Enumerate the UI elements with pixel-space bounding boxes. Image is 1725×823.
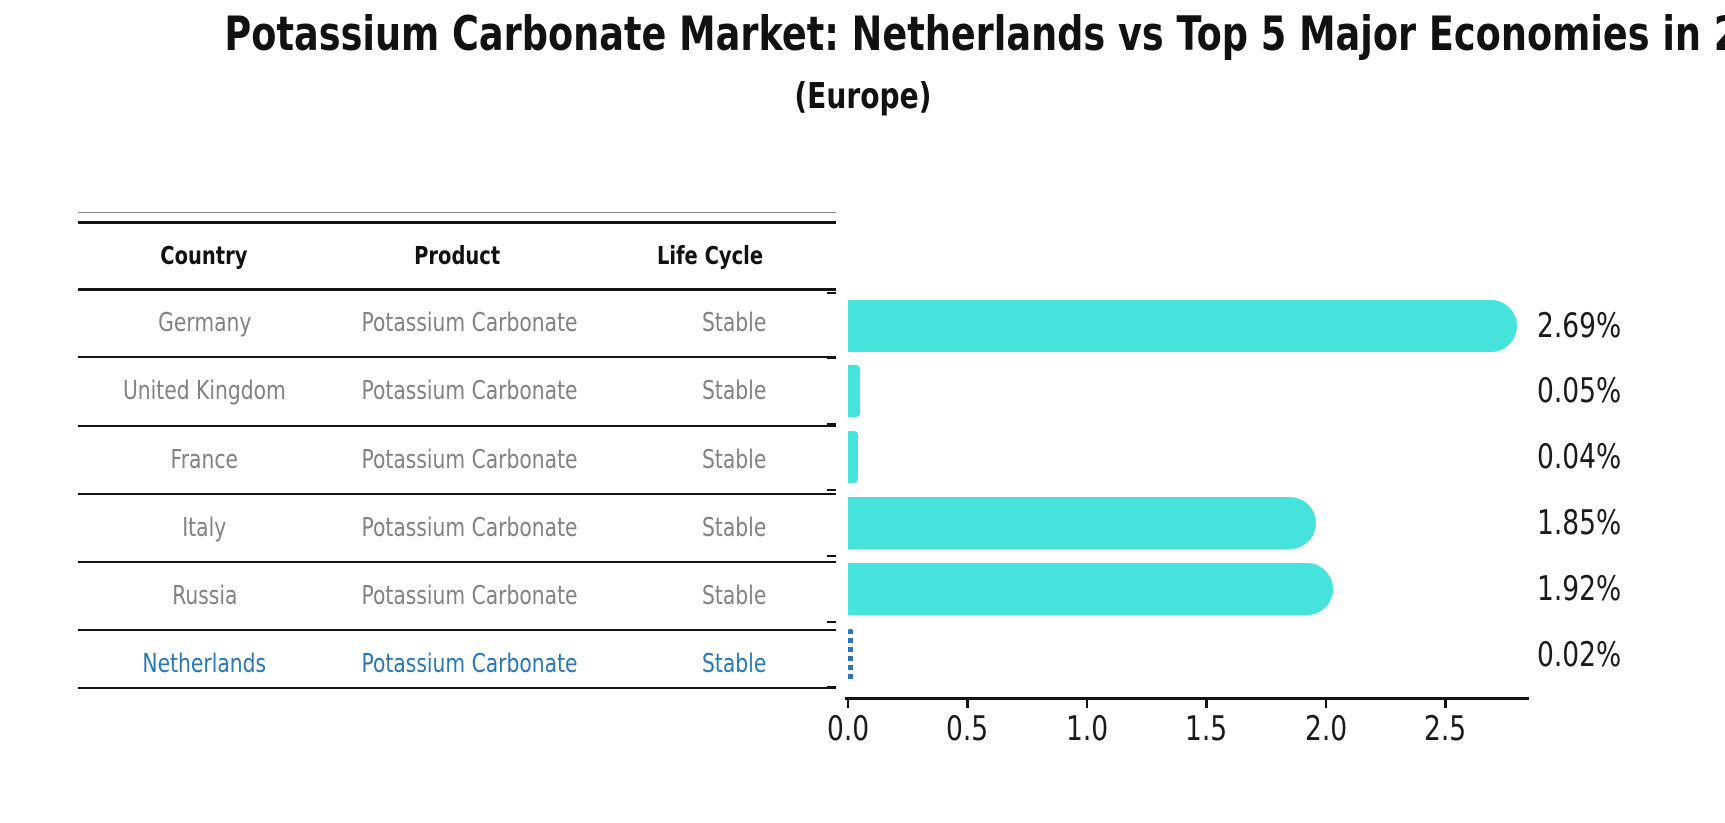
- table-row-italy: Italy Potassium Carbonate Stable: [78, 492, 836, 561]
- cell-country: United Kingdom: [122, 376, 286, 407]
- x-axis-tick-label: 0.5: [946, 709, 989, 749]
- cell-life-cycle: Stable: [701, 649, 767, 680]
- table-header-separator: [78, 288, 836, 291]
- x-axis-tick: [1324, 699, 1328, 708]
- cell-product: Potassium Carbonate: [361, 581, 578, 612]
- x-axis-tick-label: 0.0: [826, 709, 870, 749]
- cell-country: Russia: [171, 581, 237, 612]
- column-header-country: Country: [160, 240, 248, 270]
- cell-product: Potassium Carbonate: [361, 649, 578, 680]
- cell-country: France: [170, 444, 239, 475]
- y-axis-tick: [827, 357, 836, 360]
- table-body: Germany Potassium Carbonate Stable Unite…: [78, 290, 836, 698]
- value-label-netherlands: 0.02%: [1537, 634, 1622, 675]
- value-label-italy: 1.85%: [1537, 502, 1622, 543]
- y-axis-tick: [827, 620, 836, 623]
- value-label-france: 0.04%: [1537, 437, 1622, 478]
- cell-product: Potassium Carbonate: [361, 376, 578, 407]
- chart-subtitle-text: (Europe): [793, 76, 932, 117]
- x-axis-line: [845, 697, 1529, 700]
- cell-life-cycle: Stable: [701, 376, 767, 407]
- table-top-faint-line: [78, 212, 836, 213]
- table-top-line: [78, 221, 836, 224]
- value-label-russia: 1.92%: [1537, 568, 1622, 609]
- column-header-life-cycle: Life Cycle: [656, 240, 763, 270]
- chart-subtitle: (Europe): [0, 74, 1725, 120]
- x-axis-tick: [846, 699, 850, 708]
- chart-title: Potassium Carbonate Market: Netherlands …: [0, 6, 1725, 64]
- y-axis-tick: [827, 686, 836, 689]
- bar-germany: [848, 299, 1517, 352]
- column-header-product: Product: [413, 240, 500, 270]
- bar-italy: [848, 496, 1317, 549]
- y-axis-tick: [827, 291, 836, 294]
- value-label-germany: 2.69%: [1537, 305, 1622, 346]
- cell-life-cycle: Stable: [701, 512, 767, 543]
- cell-product: Potassium Carbonate: [361, 444, 578, 475]
- chart-title-text: Potassium Carbonate Market: Netherlands …: [224, 7, 1725, 62]
- y-axis-tick: [827, 554, 836, 557]
- y-axis-tick: [827, 489, 836, 491]
- bar-netherlands: [848, 628, 853, 681]
- x-axis-tick: [1205, 699, 1208, 708]
- value-label-united-kingdom: 0.05%: [1537, 371, 1622, 412]
- bar-russia: [848, 562, 1333, 615]
- table-row-russia: Russia Potassium Carbonate Stable: [78, 561, 836, 629]
- x-axis-tick-label: 1.0: [1065, 709, 1109, 749]
- table-row-france: France Potassium Carbonate Stable: [78, 424, 836, 493]
- table-header-row: Country Product Life Cycle: [78, 223, 836, 287]
- bar-france: [848, 431, 858, 484]
- cell-country: Netherlands: [142, 649, 267, 680]
- x-axis-tick: [966, 699, 969, 708]
- x-axis-tick-label: 1.5: [1185, 709, 1228, 749]
- x-axis-tick-label: 2.0: [1304, 709, 1347, 749]
- cell-country: Germany: [157, 308, 251, 339]
- cell-life-cycle: Stable: [701, 308, 767, 339]
- cell-life-cycle: Stable: [701, 444, 767, 475]
- x-axis-tick: [1444, 699, 1447, 708]
- cell-product: Potassium Carbonate: [361, 308, 578, 339]
- cell-product: Potassium Carbonate: [361, 512, 578, 543]
- table-row-germany: Germany Potassium Carbonate Stable: [78, 290, 836, 356]
- table-row-united-kingdom: United Kingdom Potassium Carbonate Stabl…: [78, 356, 836, 424]
- cell-country: Italy: [182, 512, 227, 543]
- y-axis-tick: [827, 423, 836, 426]
- table-bottom-line: [78, 687, 836, 689]
- bar-united-kingdom: [848, 365, 860, 418]
- cell-life-cycle: Stable: [701, 581, 767, 612]
- x-axis-tick-label: 2.5: [1424, 709, 1467, 749]
- table-row-netherlands: Netherlands Potassium Carbonate Stable: [78, 629, 836, 697]
- country-table: Country Product Life Cycle Germany Potas…: [78, 212, 836, 690]
- x-axis-tick: [1085, 699, 1089, 708]
